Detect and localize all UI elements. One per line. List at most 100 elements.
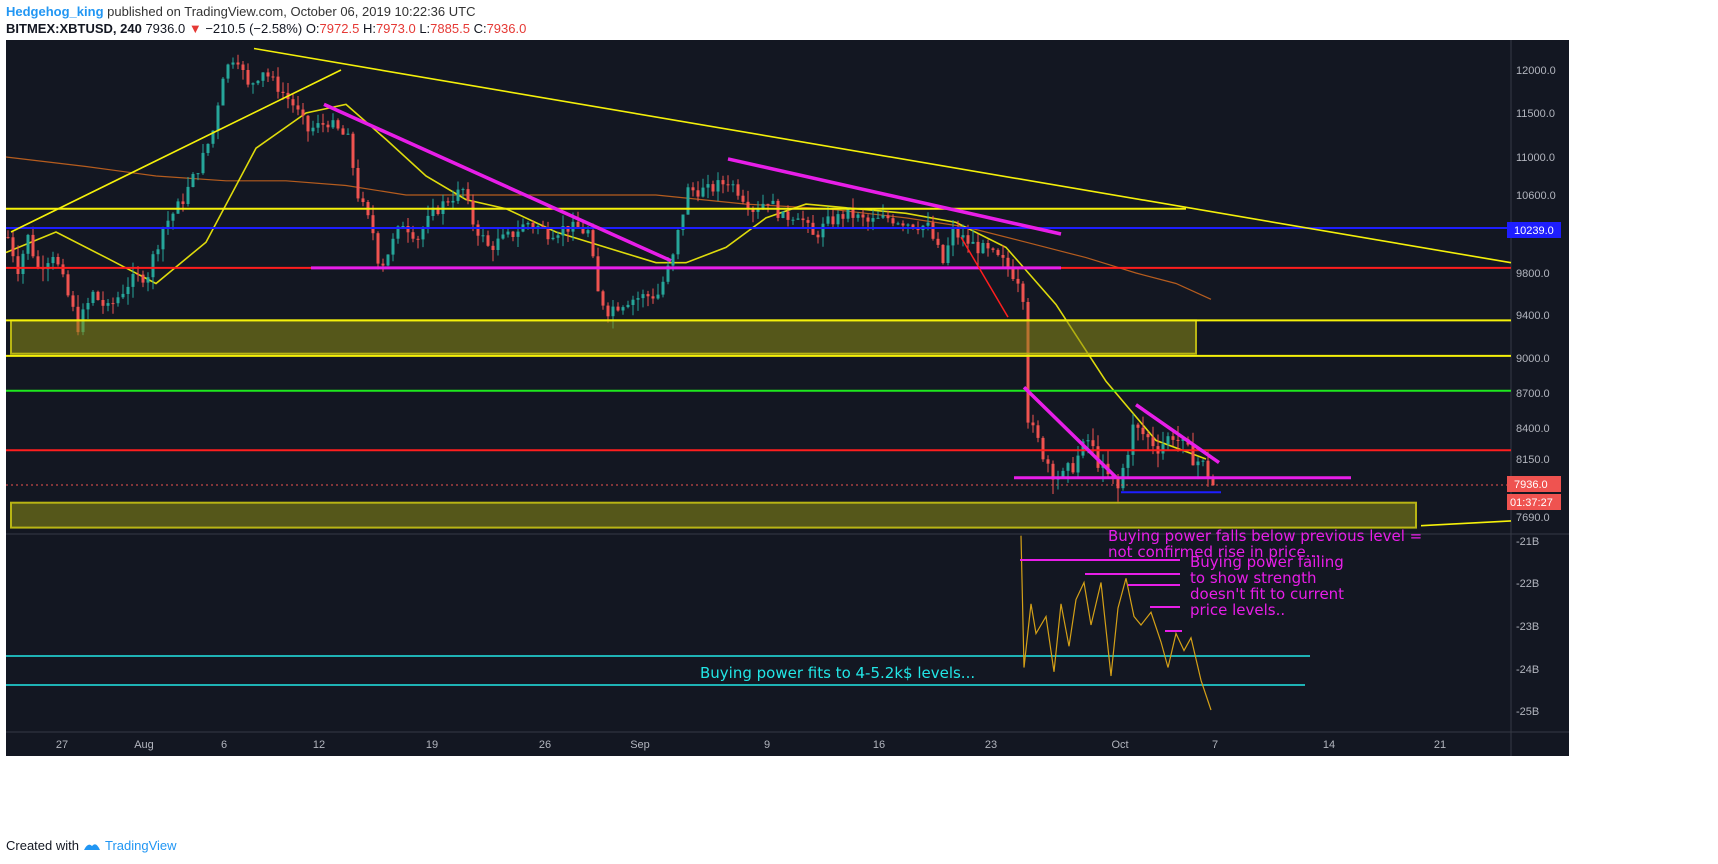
trendline-2[interactable] — [253, 47, 1512, 264]
annotation-2-line-4: price levels.. — [1190, 601, 1285, 619]
candle — [56, 257, 60, 265]
candle — [491, 245, 495, 250]
candle — [1166, 436, 1170, 445]
candle — [436, 207, 440, 214]
candle — [461, 189, 465, 191]
candle — [886, 215, 890, 219]
annotation-2-line-2: to show strength — [1190, 569, 1317, 587]
time-tick-label: 27 — [56, 739, 68, 751]
candle — [406, 226, 410, 233]
tradingview-logo-icon — [83, 843, 100, 850]
candle — [206, 143, 210, 153]
candle — [1026, 302, 1030, 423]
candle — [556, 235, 560, 238]
candle — [1176, 439, 1180, 441]
candle — [526, 222, 530, 225]
candle — [651, 296, 655, 299]
candle — [136, 274, 140, 275]
candle — [676, 230, 680, 255]
candle — [1096, 446, 1100, 468]
candle — [501, 234, 505, 239]
annotation-2: Buying power failing to show strength do… — [1190, 553, 1344, 619]
candle — [221, 78, 225, 106]
candle — [586, 230, 590, 234]
price-axis[interactable] — [1511, 40, 1569, 756]
candle — [591, 230, 595, 257]
candle — [191, 174, 195, 187]
trendline-7[interactable] — [1420, 520, 1512, 527]
candle — [176, 201, 180, 214]
price-tick-label: 10600.0 — [1516, 190, 1556, 202]
candle — [1206, 460, 1210, 479]
candle — [836, 214, 840, 225]
candle — [361, 198, 365, 202]
tradingview-link[interactable]: TradingView — [104, 838, 177, 853]
candle — [236, 62, 240, 65]
candle — [931, 222, 935, 239]
time-tick-label: 19 — [426, 739, 438, 751]
candle — [861, 214, 865, 218]
candle — [721, 180, 725, 185]
candle — [746, 201, 750, 209]
candle — [631, 299, 635, 305]
time-tick-label: 14 — [1323, 739, 1335, 751]
candle — [716, 180, 720, 192]
candle — [421, 228, 425, 240]
candle — [726, 184, 730, 186]
candle — [791, 219, 795, 221]
trendline-1[interactable] — [10, 69, 342, 233]
candle — [116, 297, 120, 304]
candle — [86, 303, 90, 310]
price-tick-label: 12000.0 — [1516, 65, 1556, 77]
author-link[interactable]: Hedgehog_king — [6, 4, 104, 19]
candle — [941, 244, 945, 263]
trendline-3[interactable] — [323, 102, 672, 263]
candle — [936, 238, 940, 245]
candle — [1126, 454, 1130, 468]
price-tick-label: 11500.0 — [1516, 108, 1555, 120]
candle — [601, 291, 605, 306]
change-value: −210.5 (−2.58%) — [205, 21, 303, 36]
candle — [511, 231, 515, 237]
ma-short-line — [5, 103, 1207, 460]
time-tick-label: 16 — [873, 739, 885, 751]
candle — [446, 201, 450, 203]
chart-pane[interactable] — [6, 40, 1511, 756]
countdown-tag — [1507, 494, 1561, 510]
candle — [1011, 268, 1015, 279]
trendline-5[interactable] — [1022, 385, 1118, 479]
candle — [581, 228, 585, 234]
high-value: 7973.0 — [375, 21, 416, 36]
trendline-4[interactable] — [727, 157, 1062, 236]
candle — [1001, 255, 1005, 258]
candle — [626, 304, 630, 308]
candle — [1076, 455, 1080, 473]
down-arrow-icon: ▼ — [188, 21, 202, 36]
candle — [431, 207, 435, 216]
candle — [636, 298, 640, 300]
annotation-1: Buying power falls below previous level … — [1108, 527, 1422, 561]
candle — [171, 213, 175, 221]
candle — [686, 187, 690, 215]
candle — [66, 274, 70, 296]
candle — [471, 200, 475, 225]
time-tick-label: 12 — [313, 739, 325, 751]
candle — [146, 277, 150, 283]
candle — [496, 238, 500, 250]
candle — [561, 226, 565, 236]
candle — [1196, 461, 1200, 466]
candle — [411, 232, 415, 239]
candle — [896, 223, 900, 225]
trendline-6[interactable] — [1134, 403, 1221, 465]
candle — [226, 64, 230, 79]
red-arrow-icon — [960, 236, 1009, 318]
candle — [296, 105, 300, 110]
candle — [1191, 444, 1195, 466]
candle — [646, 294, 650, 297]
candle — [486, 235, 490, 246]
candle — [181, 201, 185, 204]
candle — [291, 99, 295, 106]
candle — [656, 294, 660, 299]
created-with-text: Created with — [6, 838, 79, 853]
